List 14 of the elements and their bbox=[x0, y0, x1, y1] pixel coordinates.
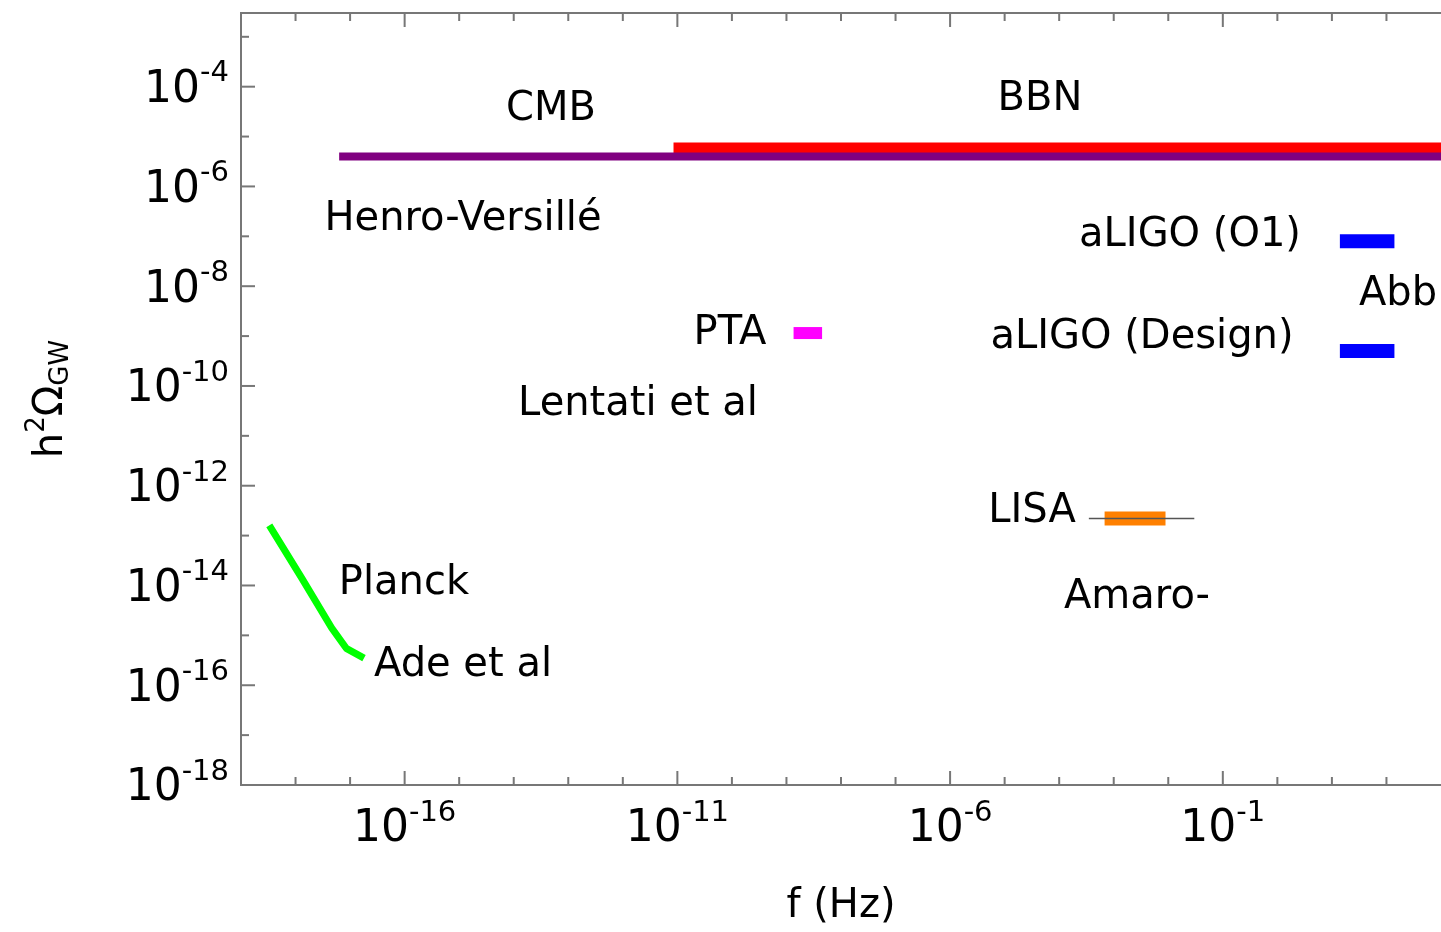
annotation: Lentati et al bbox=[518, 378, 758, 425]
annotation: CMB bbox=[506, 83, 596, 130]
annotation: Amaro- bbox=[1063, 571, 1211, 618]
annotation: aLIGO (O1) bbox=[1079, 209, 1301, 256]
annotation: LISA bbox=[988, 485, 1077, 532]
annotation: Abb bbox=[1358, 268, 1438, 315]
annotation: PTA bbox=[693, 307, 768, 354]
y-axis-title: h2ΩGW bbox=[19, 339, 74, 459]
annotation: aLIGO (Design) bbox=[990, 311, 1294, 358]
annotation: Planck bbox=[338, 557, 470, 604]
annotation: BBN bbox=[997, 73, 1083, 120]
annotation: Ade et al bbox=[374, 639, 553, 686]
annotation: Henro-Versillé bbox=[324, 193, 602, 240]
x-axis-title: f (Hz) bbox=[786, 880, 896, 927]
